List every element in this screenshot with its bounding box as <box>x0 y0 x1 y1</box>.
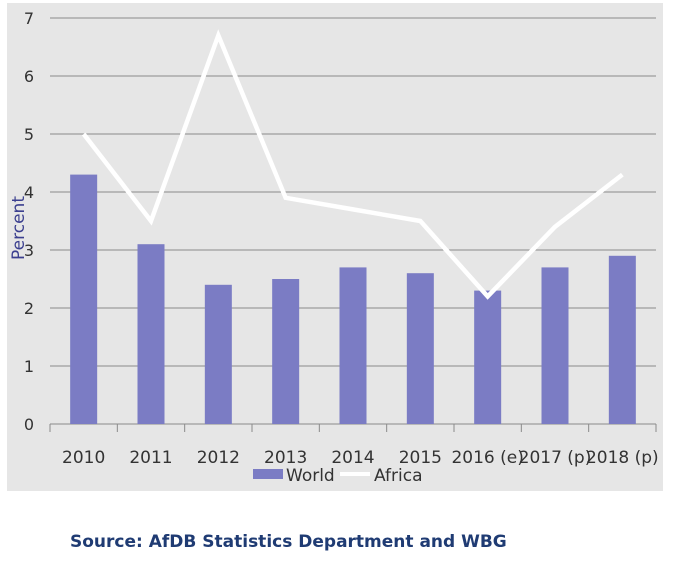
x-tick-label: 2010 <box>62 448 105 468</box>
y-tick-label: 2 <box>24 299 34 318</box>
y-tick-label: 3 <box>24 241 34 260</box>
x-tick-label: 2016 (e) <box>451 448 523 468</box>
y-axis-label: Percent <box>9 196 29 260</box>
source-note: Source: AfDB Statistics Department and W… <box>70 532 507 552</box>
x-tick-labels: 2010 2011 2012 2013 2014 2015 2016 (e)2017 (p)… <box>62 448 659 468</box>
x-tick-label: 2014 <box>331 448 374 468</box>
bar-world-2015 <box>406 273 434 424</box>
x-tick-label: 2013 <box>264 448 307 468</box>
y-tick-labels: 0 1 2 3 4 5 6 7 <box>24 9 34 434</box>
y-tick-label: 7 <box>24 9 34 28</box>
bar-world-2017 (p) <box>541 267 569 424</box>
y-tick-label: 0 <box>24 415 34 434</box>
x-tick-label: 2012 <box>197 448 240 468</box>
chart: 0 1 2 3 4 5 6 7 2010 2011 2012 2013 2014 2015 2016 (e… <box>7 3 663 491</box>
bar-world-2018 (p) <box>608 255 636 424</box>
bar-world-2010 <box>70 174 98 424</box>
legend-world-swatch <box>253 469 283 479</box>
bars <box>70 174 636 424</box>
x-tick-label: 2015 <box>399 448 442 468</box>
bar-world-2012 <box>204 284 232 424</box>
legend-africa-label: Africa <box>374 466 423 486</box>
y-tick-label: 1 <box>24 357 34 376</box>
bar-world-2014 <box>339 267 367 424</box>
legend: World Africa <box>253 466 423 486</box>
line-series <box>81 29 624 300</box>
bar-world-2016 (e) <box>474 290 502 424</box>
x-tick-label: 2017 (p) <box>519 448 592 468</box>
bar-world-2011 <box>137 244 165 424</box>
x-tick-label: 2018 (p) <box>586 448 659 468</box>
x-tick-label: 2011 <box>129 448 172 468</box>
chart-svg: 0 1 2 3 4 5 6 7 2010 2011 2012 2013 2014 2015 2016 (e… <box>7 3 663 491</box>
y-tick-label: 4 <box>24 183 34 202</box>
bar-world-2013 <box>272 279 300 424</box>
y-tick-label: 5 <box>24 125 34 144</box>
y-tick-label: 6 <box>24 67 34 86</box>
legend-world-label: World <box>286 466 335 486</box>
